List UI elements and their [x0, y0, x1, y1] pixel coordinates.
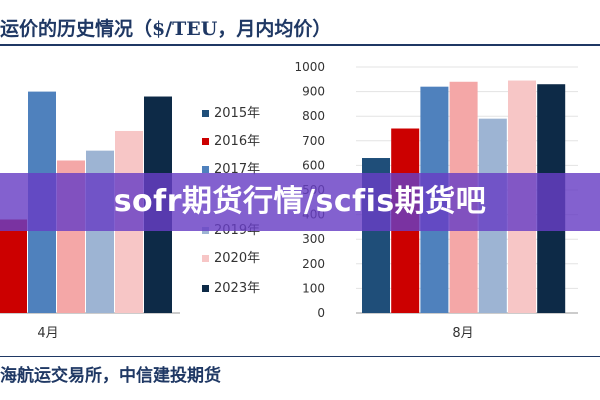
y-tick-label-100: 100 — [302, 281, 325, 295]
legend-label-2023年: 2023年 — [214, 281, 260, 296]
watermark-text: sofr期货行情/scfis期货吧 — [113, 184, 487, 219]
watermark-banner — [0, 173, 600, 231]
source-note: 海航运交易所，中信建投期货 — [0, 366, 221, 386]
x-tick-label-aug: 8月 — [452, 326, 473, 341]
y-tick-label-300: 300 — [302, 232, 325, 246]
title-divider — [0, 44, 600, 46]
y-tick-label-600: 600 — [302, 158, 325, 172]
legend-label-2016年: 2016年 — [214, 134, 260, 149]
legend-swatch-2023年 — [202, 285, 209, 292]
y-tick-label-0: 0 — [317, 306, 325, 320]
y-tick-label-800: 800 — [302, 109, 325, 123]
legend-swatch-2016年 — [202, 138, 209, 145]
legend-swatch-2020年 — [202, 255, 209, 262]
y-tick-label-1000: 1000 — [294, 60, 325, 74]
y-tick-label-900: 900 — [302, 85, 325, 99]
chart-title: 运价的历史情况（$/TEU，月内均价） — [0, 18, 332, 40]
y-tick-label-700: 700 — [302, 134, 325, 148]
legend-label-2015年: 2015年 — [214, 106, 260, 121]
x-tick-label-apr: 4月 — [37, 326, 58, 341]
bar-apr-2016年 — [0, 219, 27, 313]
source-divider — [0, 356, 600, 357]
y-tick-label-200: 200 — [302, 257, 325, 271]
legend-label-2020年: 2020年 — [214, 251, 260, 266]
legend-swatch-2015年 — [202, 110, 209, 117]
legend-swatch-2017年 — [202, 166, 209, 173]
